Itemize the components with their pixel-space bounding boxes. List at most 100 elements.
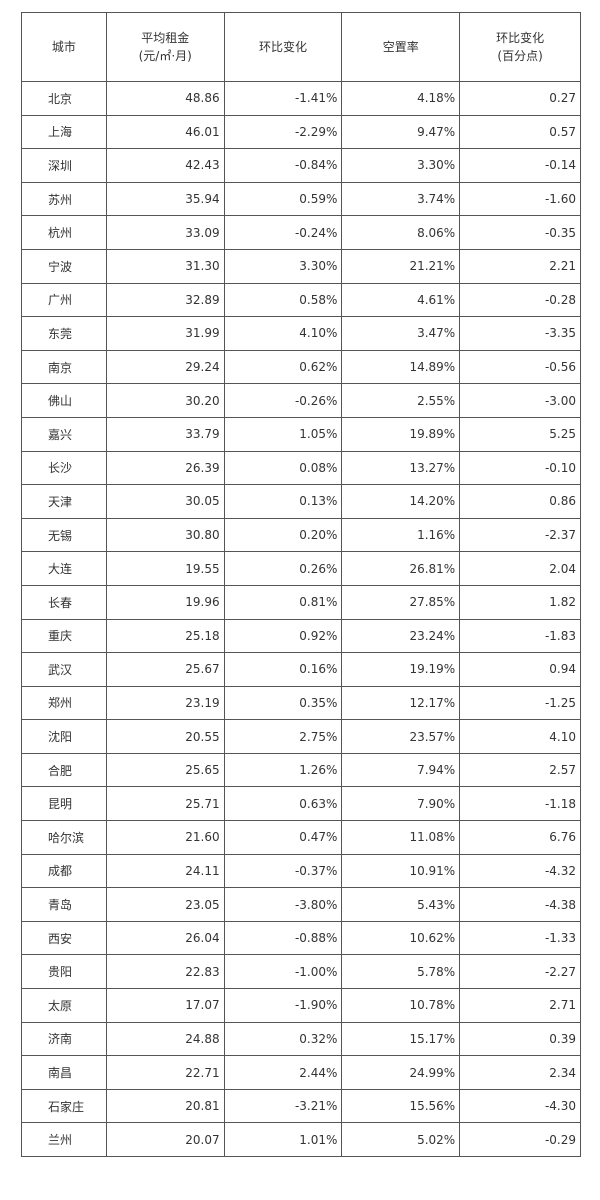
cell-avg-rent: 31.30 — [105, 248, 225, 284]
table-row: 南京 29.24 0.62% 14.89% -0.56 — [21, 349, 581, 385]
cell-vacancy-change: -4.32 — [459, 853, 581, 889]
cell-city: 哈尔滨 — [21, 820, 107, 855]
cell-rent-change: 1.01% — [223, 1122, 343, 1157]
cell-avg-rent: 20.81 — [105, 1088, 225, 1124]
rent-vacancy-table: 城市 平均租金 (元/㎡·月) 环比变化 空置率 环比变化 (百分点) 北京 48.86 -1.… — [21, 12, 581, 1157]
cell-vacancy-rate: 21.21% — [341, 248, 461, 284]
cell-vacancy-change: -1.60 — [459, 181, 581, 217]
cell-rent-change: 2.44% — [223, 1055, 343, 1090]
cell-rent-change: 1.26% — [223, 752, 343, 788]
table-row: 宁波 31.30 3.30% 21.21% 2.21 — [21, 248, 581, 284]
cell-vacancy-rate: 7.90% — [341, 786, 461, 822]
table-row: 东莞 31.99 4.10% 3.47% -3.35 — [21, 316, 581, 351]
cell-city: 沈阳 — [21, 719, 107, 754]
cell-avg-rent: 23.19 — [105, 685, 225, 721]
cell-vacancy-change: -3.35 — [459, 316, 581, 351]
cell-avg-rent: 19.96 — [105, 584, 225, 620]
cell-city: 青岛 — [21, 887, 107, 922]
table-row: 成都 24.11 -0.37% 10.91% -4.32 — [21, 853, 581, 889]
cell-vacancy-change: -3.00 — [459, 383, 581, 418]
cell-vacancy-change: 6.76 — [459, 820, 581, 855]
table-row: 上海 46.01 -2.29% 9.47% 0.57 — [21, 114, 581, 150]
cell-vacancy-change: -4.38 — [459, 887, 581, 922]
cell-vacancy-change: -1.33 — [459, 920, 581, 956]
cell-vacancy-rate: 23.57% — [341, 719, 461, 754]
table-row: 重庆 25.18 0.92% 23.24% -1.83 — [21, 618, 581, 654]
cell-avg-rent: 17.07 — [105, 988, 225, 1023]
cell-city: 大连 — [21, 551, 107, 586]
cell-rent-change: 0.26% — [223, 551, 343, 586]
cell-avg-rent: 31.99 — [105, 316, 225, 351]
cell-city: 昆明 — [21, 786, 107, 822]
cell-avg-rent: 32.89 — [105, 282, 225, 318]
cell-avg-rent: 25.65 — [105, 752, 225, 788]
cell-avg-rent: 24.11 — [105, 853, 225, 889]
cell-avg-rent: 48.86 — [105, 81, 225, 116]
cell-avg-rent: 26.39 — [105, 450, 225, 486]
table-row: 济南 24.88 0.32% 15.17% 0.39 — [21, 1021, 581, 1057]
cell-vacancy-change: 1.82 — [459, 584, 581, 620]
cell-city: 重庆 — [21, 618, 107, 654]
cell-vacancy-rate: 10.91% — [341, 853, 461, 889]
cell-city: 贵阳 — [21, 954, 107, 990]
header-row: 城市 平均租金 (元/㎡·月) 环比变化 空置率 环比变化 (百分点) — [21, 12, 581, 82]
table-row: 苏州 35.94 0.59% 3.74% -1.60 — [21, 181, 581, 217]
cell-vacancy-rate: 11.08% — [341, 820, 461, 855]
cell-rent-change: -0.24% — [223, 215, 343, 250]
cell-vacancy-rate: 27.85% — [341, 584, 461, 620]
cell-avg-rent: 22.71 — [105, 1055, 225, 1090]
cell-vacancy-rate: 3.74% — [341, 181, 461, 217]
table-row: 昆明 25.71 0.63% 7.90% -1.18 — [21, 786, 581, 822]
cell-vacancy-change: -1.25 — [459, 685, 581, 721]
cell-avg-rent: 24.88 — [105, 1021, 225, 1057]
header-line1: 平均租金 — [141, 31, 190, 45]
cell-avg-rent: 30.05 — [105, 484, 225, 519]
cell-vacancy-rate: 19.19% — [341, 652, 461, 687]
header-vacancy-change: 环比变化 (百分点) — [459, 12, 581, 82]
cell-vacancy-rate: 26.81% — [341, 551, 461, 586]
header-line2: (百分点) — [497, 49, 543, 63]
cell-rent-change: 0.13% — [223, 484, 343, 519]
cell-vacancy-change: 2.21 — [459, 248, 581, 284]
cell-avg-rent: 23.05 — [105, 887, 225, 922]
cell-city: 苏州 — [21, 181, 107, 217]
cell-city: 嘉兴 — [21, 416, 107, 452]
header-avg-rent: 平均租金 (元/㎡·月) — [105, 12, 225, 82]
cell-avg-rent: 21.60 — [105, 820, 225, 855]
cell-vacancy-rate: 14.89% — [341, 349, 461, 385]
header-line1: 空置率 — [382, 40, 419, 54]
cell-avg-rent: 30.80 — [105, 517, 225, 553]
header-line1: 环比变化 — [496, 31, 545, 45]
cell-avg-rent: 25.71 — [105, 786, 225, 822]
cell-avg-rent: 29.24 — [105, 349, 225, 385]
cell-city: 长春 — [21, 584, 107, 620]
cell-city: 长沙 — [21, 450, 107, 486]
cell-city: 济南 — [21, 1021, 107, 1057]
cell-city: 杭州 — [21, 215, 107, 250]
cell-avg-rent: 19.55 — [105, 551, 225, 586]
cell-vacancy-rate: 5.43% — [341, 887, 461, 922]
cell-rent-change: 3.30% — [223, 248, 343, 284]
cell-city: 郑州 — [21, 685, 107, 721]
cell-vacancy-rate: 13.27% — [341, 450, 461, 486]
cell-city: 佛山 — [21, 383, 107, 418]
cell-rent-change: 0.20% — [223, 517, 343, 553]
cell-rent-change: 0.58% — [223, 282, 343, 318]
header-rent-change: 环比变化 — [223, 12, 343, 82]
cell-rent-change: 0.63% — [223, 786, 343, 822]
table-row: 广州 32.89 0.58% 4.61% -0.28 — [21, 282, 581, 318]
cell-vacancy-change: -0.35 — [459, 215, 581, 250]
table-row: 太原 17.07 -1.90% 10.78% 2.71 — [21, 988, 581, 1023]
cell-vacancy-rate: 12.17% — [341, 685, 461, 721]
cell-rent-change: 0.62% — [223, 349, 343, 385]
table-row: 哈尔滨 21.60 0.47% 11.08% 6.76 — [21, 820, 581, 855]
cell-vacancy-rate: 10.62% — [341, 920, 461, 956]
table-row: 长沙 26.39 0.08% 13.27% -0.10 — [21, 450, 581, 486]
cell-rent-change: 0.32% — [223, 1021, 343, 1057]
header-line2: (元/㎡·月) — [138, 49, 192, 63]
cell-vacancy-rate: 15.56% — [341, 1088, 461, 1124]
cell-vacancy-rate: 1.16% — [341, 517, 461, 553]
cell-vacancy-change: 0.57 — [459, 114, 581, 150]
cell-city: 武汉 — [21, 652, 107, 687]
cell-avg-rent: 30.20 — [105, 383, 225, 418]
